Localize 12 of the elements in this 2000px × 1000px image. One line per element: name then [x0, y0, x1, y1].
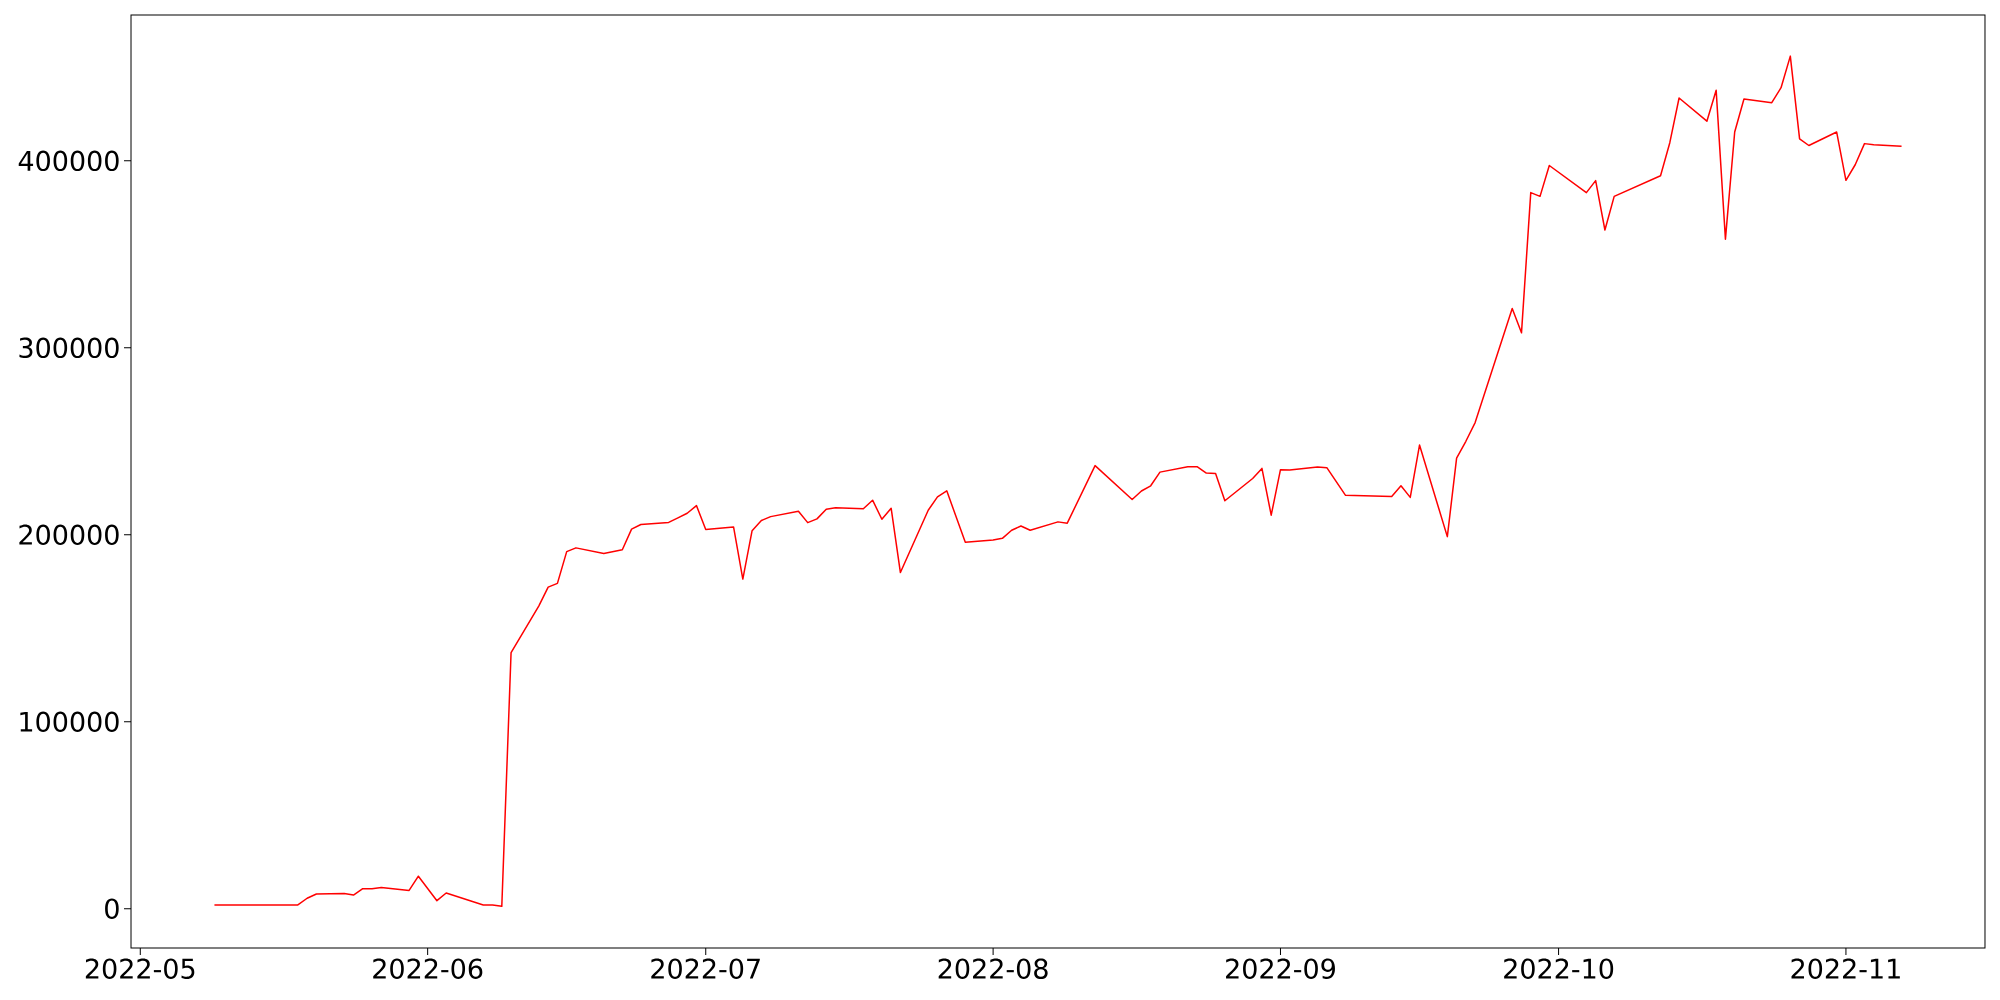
x-tick-label: 2022-09	[1226, 958, 1335, 979]
x-tick-label: 2022-05	[85, 958, 195, 979]
x-tick-label: 2022-10	[1504, 958, 1614, 979]
y-tick-label: 200000	[19, 524, 119, 545]
y-tick-label: 0	[105, 898, 119, 919]
x-tick-label: 2022-06	[373, 958, 483, 979]
x-tick-label: 2022-07	[651, 958, 760, 979]
x-tick-label: 2022-08	[938, 958, 1048, 979]
x-tick-label: 2022-11	[1791, 958, 1900, 979]
y-tick-label: 300000	[19, 337, 119, 358]
y-tick-label: 400000	[18, 150, 119, 172]
y-tick-label: 100000	[20, 711, 119, 732]
